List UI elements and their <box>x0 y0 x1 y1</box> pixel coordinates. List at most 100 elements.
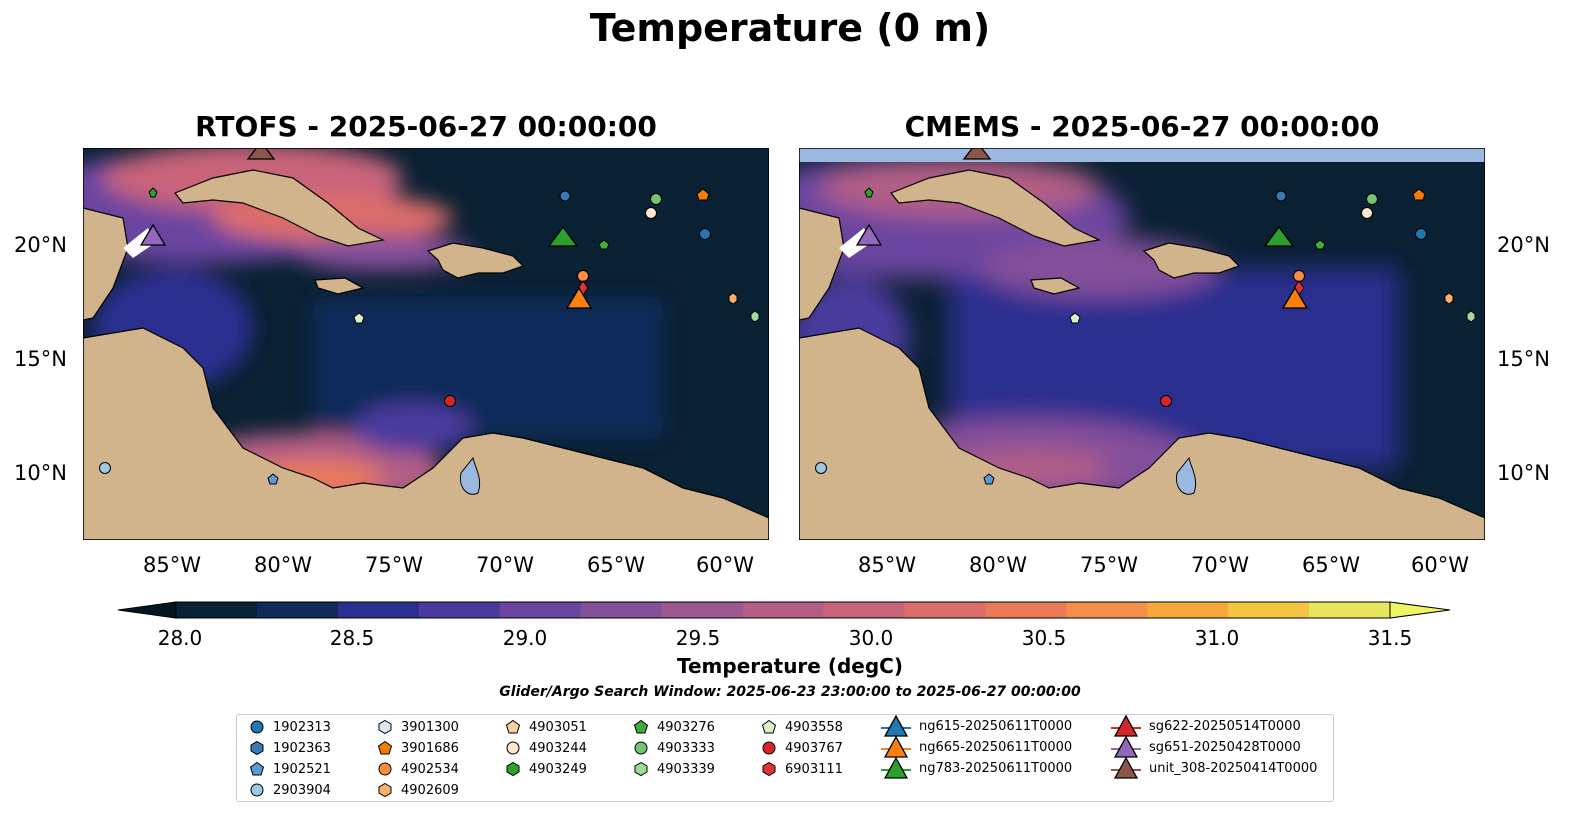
legend-item: 4903333 <box>633 738 715 758</box>
lon-tick: 80°W <box>254 553 312 577</box>
legend-item: 3901686 <box>377 738 459 758</box>
colorbar-bin <box>823 602 905 618</box>
colorbar-bin <box>1228 602 1310 618</box>
legend-item: 6903111 <box>761 759 843 779</box>
colorbar-tick: 30.0 <box>848 626 894 650</box>
legend-item: 2903904 <box>249 780 331 800</box>
colorbar-tick: 31.0 <box>1194 626 1240 650</box>
missing-data-band <box>799 148 1485 162</box>
legend-item: 1902313 <box>249 717 331 737</box>
lon-tick: 85°W <box>858 553 916 577</box>
colorbar-extend-high <box>1389 601 1450 619</box>
legend-item: 1902521 <box>249 759 331 779</box>
legend-item: 4903276 <box>633 717 715 737</box>
floats-and-gliders <box>815 148 1476 485</box>
hexagon-marker-icon <box>378 782 392 798</box>
colorbar-bin <box>661 602 744 618</box>
lake-maracaibo <box>459 456 481 495</box>
legend-item: 4902534 <box>377 759 459 779</box>
legend-item-label: 4903244 <box>529 740 587 756</box>
colorbar-bin <box>1309 602 1391 618</box>
legend-item-label: 6903111 <box>785 761 843 777</box>
lon-tick: 75°W <box>1080 553 1138 577</box>
legend-item-label: 2903904 <box>273 782 331 798</box>
lake-maracaibo <box>1175 456 1197 495</box>
legend-item-label: 4903249 <box>529 761 587 777</box>
pentagon-marker-icon <box>249 761 265 776</box>
legend-item: ng615-20250611T0000 <box>881 714 1073 737</box>
legend-item-label: ng665-20250611T0000 <box>919 739 1073 755</box>
lon-tick: 70°W <box>476 553 534 577</box>
colorbar-extend-low <box>118 601 177 619</box>
search-window-text: Glider/Argo Search Window: 2025-06-23 23… <box>499 684 1081 700</box>
lon-tick: 75°W <box>365 553 423 577</box>
colorbar-tick: 30.5 <box>1021 626 1067 650</box>
colorbar-frame <box>175 601 1391 619</box>
pentagon-marker-icon <box>633 719 649 734</box>
legend-item-label: 1902363 <box>273 740 331 756</box>
colorbar-bin <box>985 602 1067 618</box>
legend-item: unit_308-20250414T0000 <box>1111 756 1318 779</box>
colorbar-bin <box>580 602 663 618</box>
colorbar-bin <box>1147 602 1229 618</box>
lon-tick: 60°W <box>1411 553 1469 577</box>
legend-item-label: 4903051 <box>529 719 587 735</box>
legend-item-label: 4903339 <box>657 761 715 777</box>
legend-item-label: unit_308-20250414T0000 <box>1149 760 1318 776</box>
triangle-marker-icon <box>881 756 911 779</box>
lat-tick-right: 15°N <box>1497 347 1550 371</box>
land <box>799 169 1485 540</box>
circle-marker-icon <box>634 741 648 755</box>
lat-tick-right: 20°N <box>1497 233 1550 257</box>
pentagon-marker-icon <box>377 740 393 755</box>
legend-item: 1902363 <box>249 738 331 758</box>
colorbar-bin <box>904 602 986 618</box>
legend-item-label: 1902521 <box>273 761 331 777</box>
legend: 1902313 1902363 1902521 2903904 3901300 39016… <box>236 714 1334 802</box>
colorbar-bin <box>742 602 824 618</box>
hexagon-marker-icon <box>634 761 648 777</box>
legend-item-label: 3901300 <box>401 719 459 735</box>
legend-item-label: 4903767 <box>785 740 843 756</box>
legend-item: ng783-20250611T0000 <box>881 756 1073 779</box>
legend-item-label: ng783-20250611T0000 <box>919 760 1073 776</box>
lat-tick-right: 10°N <box>1497 461 1550 485</box>
legend-item-label: 1902313 <box>273 719 331 735</box>
lat-tick-left: 10°N <box>14 461 67 485</box>
lon-tick: 70°W <box>1191 553 1249 577</box>
legend-item-label: 4903333 <box>657 740 715 756</box>
legend-item-label: ng615-20250611T0000 <box>919 718 1073 734</box>
colorbar <box>118 601 1450 619</box>
legend-item-label: sg622-20250514T0000 <box>1149 718 1301 734</box>
lon-tick: 60°W <box>696 553 754 577</box>
colorbar-bin <box>176 602 258 618</box>
circle-marker-icon <box>250 720 264 734</box>
legend-item: sg651-20250428T0000 <box>1111 735 1301 758</box>
legend-item: 4903339 <box>633 759 715 779</box>
colorbar-bin <box>1066 602 1148 618</box>
legend-item: 4903051 <box>505 717 587 737</box>
legend-item-label: 4902609 <box>401 782 459 798</box>
triangle-marker-icon <box>1111 756 1141 779</box>
legend-item: 4903244 <box>505 738 587 758</box>
hexagon-marker-icon <box>506 761 520 777</box>
colorbar-label: Temperature (degC) <box>677 654 903 678</box>
hexagon-marker-icon <box>378 719 392 735</box>
hexagon-marker-icon <box>250 740 264 756</box>
figure-title: Temperature (0 m) <box>589 6 991 50</box>
pentagon-marker-icon <box>761 719 777 734</box>
legend-item: 3901300 <box>377 717 459 737</box>
legend-item-label: 3901686 <box>401 740 459 756</box>
land <box>83 169 769 540</box>
legend-item-label: 4903276 <box>657 719 715 735</box>
panel-title-cmems: CMEMS - 2025-06-27 00:00:00 <box>904 110 1380 143</box>
colorbar-bin <box>256 602 339 618</box>
lat-tick-left: 15°N <box>14 347 67 371</box>
legend-item: 4902609 <box>377 780 459 800</box>
legend-item-label: 4903558 <box>785 719 843 735</box>
colorbar-tick: 29.5 <box>675 626 721 650</box>
colorbar-bin <box>499 602 582 618</box>
circle-marker-icon <box>378 762 392 776</box>
lon-tick: 85°W <box>143 553 201 577</box>
legend-item: 4903558 <box>761 717 843 737</box>
